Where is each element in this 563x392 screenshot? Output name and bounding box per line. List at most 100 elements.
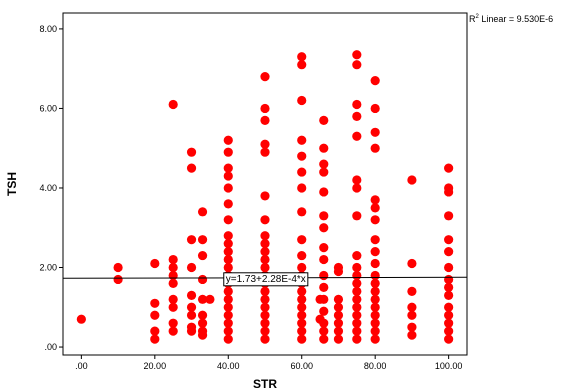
data-point bbox=[297, 310, 307, 320]
data-point bbox=[444, 310, 454, 320]
data-point bbox=[197, 318, 208, 328]
data-point bbox=[370, 195, 380, 205]
data-point bbox=[407, 310, 417, 320]
data-point bbox=[370, 215, 380, 225]
data-point bbox=[168, 318, 178, 328]
data-point bbox=[319, 223, 329, 233]
data-point bbox=[223, 215, 233, 225]
data-point bbox=[223, 254, 233, 265]
data-point bbox=[223, 147, 233, 157]
data-point bbox=[260, 302, 270, 312]
y-tick-label: 4.00 bbox=[39, 183, 57, 193]
data-point bbox=[260, 115, 270, 125]
data-point bbox=[352, 131, 362, 141]
data-point bbox=[444, 187, 454, 197]
data-point bbox=[352, 99, 362, 110]
data-point bbox=[297, 95, 307, 106]
data-point bbox=[370, 318, 380, 328]
data-point bbox=[352, 318, 362, 328]
data-point bbox=[370, 143, 380, 153]
data-point bbox=[370, 258, 380, 269]
data-point bbox=[370, 302, 380, 312]
data-point bbox=[370, 294, 380, 304]
data-point bbox=[319, 159, 329, 169]
data-point bbox=[150, 326, 160, 336]
data-point bbox=[260, 286, 270, 296]
data-point bbox=[370, 103, 380, 114]
data-point bbox=[197, 330, 208, 340]
data-point bbox=[197, 250, 208, 261]
data-point bbox=[407, 322, 417, 332]
data-point bbox=[186, 147, 197, 157]
data-point bbox=[197, 207, 208, 217]
data-point bbox=[297, 286, 307, 296]
data-point bbox=[260, 262, 270, 273]
data-point bbox=[186, 302, 197, 312]
data-point bbox=[319, 243, 329, 253]
data-point bbox=[370, 310, 380, 320]
r-squared-label: R2 Linear = 9.530E-6 bbox=[469, 14, 553, 24]
data-point bbox=[333, 326, 344, 336]
data-point bbox=[260, 72, 270, 82]
data-point bbox=[407, 302, 417, 312]
data-point bbox=[297, 318, 307, 328]
data-point bbox=[297, 250, 307, 261]
data-point bbox=[444, 262, 454, 273]
data-point bbox=[352, 326, 362, 336]
x-tick-label: 100.00 bbox=[435, 361, 463, 371]
data-point bbox=[113, 262, 123, 273]
data-point bbox=[319, 167, 329, 177]
data-point bbox=[297, 302, 307, 312]
data-point bbox=[352, 211, 362, 221]
data-point bbox=[333, 334, 344, 344]
data-point bbox=[370, 270, 380, 281]
data-point bbox=[352, 286, 362, 296]
data-point bbox=[370, 76, 380, 86]
data-point bbox=[297, 207, 307, 217]
x-tick-label: 40.00 bbox=[217, 361, 240, 371]
data-point bbox=[150, 334, 160, 344]
data-point bbox=[76, 314, 86, 324]
data-point bbox=[444, 235, 454, 245]
data-point bbox=[223, 326, 233, 336]
data-point bbox=[352, 270, 362, 281]
data-point bbox=[370, 203, 380, 213]
data-point bbox=[319, 294, 329, 304]
data-point bbox=[223, 239, 233, 249]
data-point bbox=[168, 278, 178, 289]
data-point bbox=[352, 60, 362, 70]
data-point bbox=[297, 135, 307, 145]
data-point bbox=[444, 247, 454, 257]
data-point bbox=[260, 139, 270, 149]
data-point bbox=[352, 50, 362, 60]
data-point bbox=[352, 294, 362, 304]
data-point bbox=[223, 310, 233, 320]
data-point bbox=[352, 175, 362, 185]
data-point bbox=[352, 111, 362, 121]
data-point bbox=[352, 183, 362, 193]
data-point bbox=[197, 274, 208, 285]
data-point bbox=[168, 294, 178, 304]
data-point bbox=[407, 330, 417, 340]
data-point bbox=[168, 326, 178, 336]
y-tick-label: .00 bbox=[44, 342, 57, 352]
data-point bbox=[319, 115, 329, 125]
data-point bbox=[297, 183, 307, 193]
data-point bbox=[223, 163, 233, 173]
data-point bbox=[297, 235, 307, 245]
data-point bbox=[260, 254, 270, 265]
y-axis: .00 2.00 4.00 6.00 8.00 bbox=[39, 24, 63, 352]
data-point bbox=[444, 290, 454, 300]
data-point bbox=[370, 286, 380, 296]
data-point bbox=[223, 286, 233, 296]
data-point bbox=[260, 231, 270, 241]
data-point bbox=[444, 334, 454, 344]
data-point bbox=[319, 187, 329, 197]
x-tick-label: 20.00 bbox=[144, 361, 167, 371]
data-point bbox=[223, 262, 233, 273]
data-point bbox=[297, 60, 307, 70]
data-point bbox=[370, 334, 380, 344]
x-tick-label: 80.00 bbox=[364, 361, 387, 371]
data-point bbox=[168, 302, 178, 312]
data-point bbox=[297, 326, 307, 336]
